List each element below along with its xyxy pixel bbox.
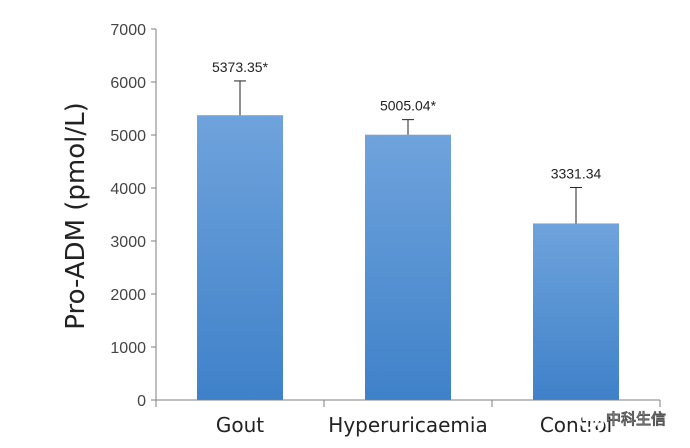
bars: [197, 115, 619, 400]
data-label: 5373.35*: [212, 59, 269, 75]
y-tick-label: 7000: [110, 22, 146, 39]
bar-gout: [197, 115, 283, 400]
wechat-logo-icon-small: [590, 418, 604, 432]
watermark-left-text: 六数链德: [34, 427, 90, 443]
y-axis-title: Pro-ADM (pmol/L): [61, 102, 91, 330]
x-category-label: Gout: [216, 413, 264, 437]
bar-control: [533, 223, 619, 400]
x-category-label: Hyperuricaemia: [328, 413, 487, 437]
data-label: 3331.34: [551, 165, 602, 181]
y-tick-label: 1000: [110, 340, 146, 357]
bar-hyperuricaemia: [365, 134, 451, 400]
watermark-left: 六数链德: [7, 423, 90, 443]
y-tick-label: 6000: [110, 75, 146, 92]
x-category-label: Control: [540, 413, 612, 437]
y-tick-label: 0: [137, 393, 146, 410]
watermark-left-logo-icon: [7, 423, 29, 433]
y-tick-label: 5000: [110, 128, 146, 145]
x-axis-labels: Gout Hyperuricaemia Control: [155, 400, 661, 437]
y-tick-label: 3000: [110, 234, 146, 251]
data-labels: 5373.35* 5005.04* 3331.34: [212, 59, 602, 182]
error-bars: [234, 80, 582, 224]
y-tick-label: 2000: [110, 287, 146, 304]
y-axis-ticks: 0 1000 2000 3000 4000 5000 6000 7000: [110, 22, 156, 410]
watermark-right: 中科生信: [578, 408, 666, 432]
y-tick-label: 4000: [110, 181, 146, 198]
data-label: 5005.04*: [380, 98, 437, 114]
watermark-right-text: 中科生信: [606, 410, 666, 428]
